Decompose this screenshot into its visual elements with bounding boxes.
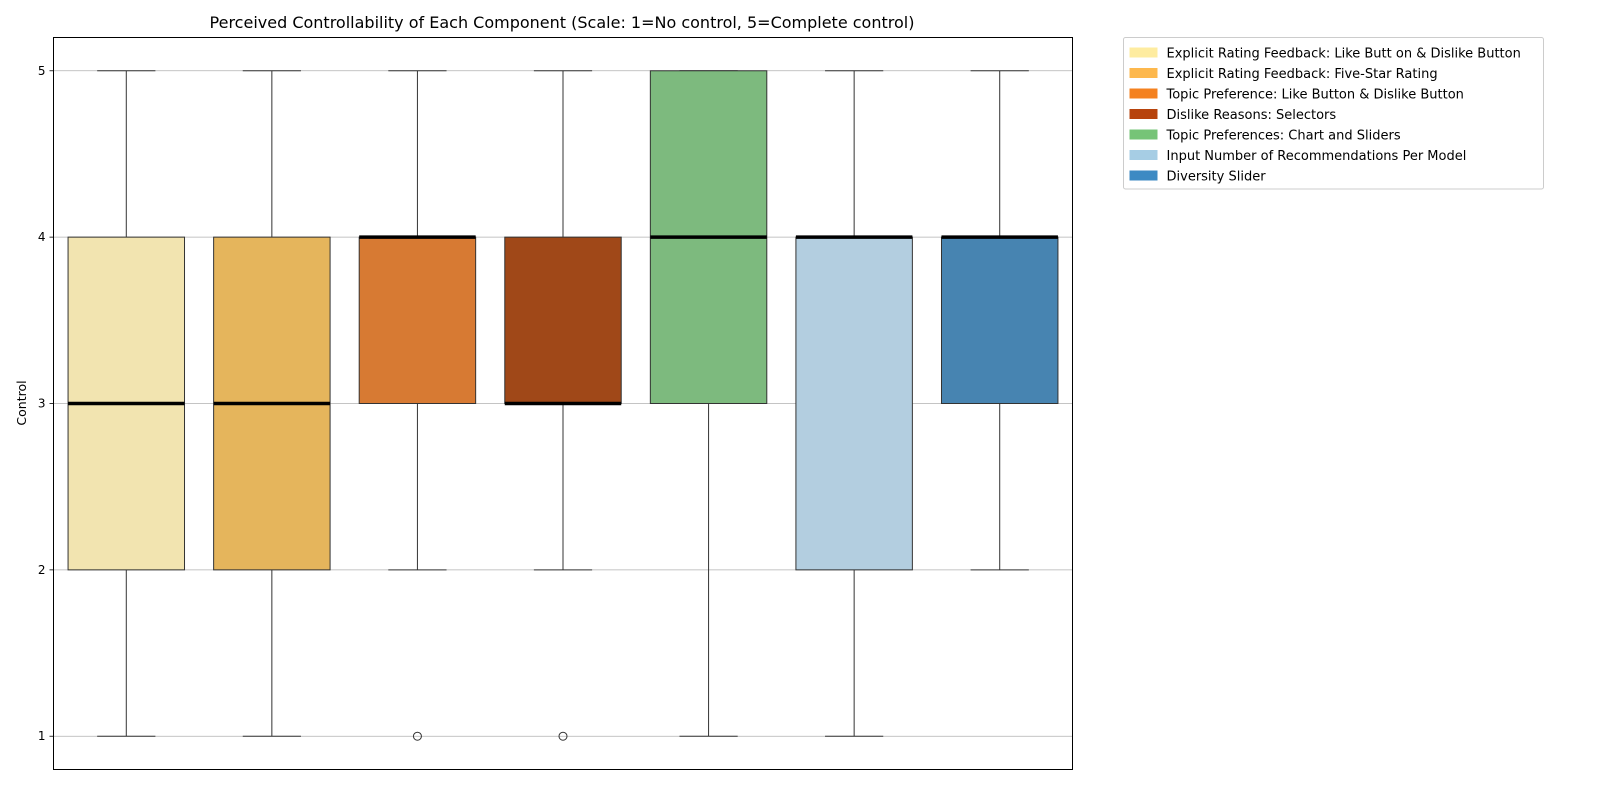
legend-entry: Diversity Slider — [1129, 170, 1267, 185]
legend-label: Topic Preferences: Chart and Sliders — [1166, 129, 1401, 144]
legend-frame — [1123, 37, 1544, 190]
legend-label: Explicit Rating Feedback: Like Butt on &… — [1167, 47, 1521, 62]
y-tick-label: 4 — [38, 230, 46, 244]
box-iqr — [358, 236, 477, 404]
box-2 — [213, 70, 331, 737]
legend-swatch — [1129, 47, 1158, 58]
box-6 — [795, 70, 913, 737]
legend-swatch — [1129, 68, 1158, 78]
y-tick-label: 2 — [38, 563, 46, 577]
legend-entry: Explicit Rating Feedback: Five-Star Rati… — [1129, 67, 1438, 82]
y-axis-label: Control — [14, 380, 29, 425]
box-3 — [358, 70, 477, 741]
legend-entry: Dislike Reasons: Selectors — [1129, 108, 1337, 123]
box-iqr — [504, 236, 622, 404]
legend-entry: Topic Preference: Like Button & Dislike … — [1129, 88, 1464, 103]
chart-title: Perceived Controllability of Each Compon… — [210, 13, 915, 32]
legend: Explicit Rating Feedback: Like Butt on &… — [1123, 37, 1544, 190]
legend-swatch — [1129, 129, 1158, 140]
outlier-point — [558, 731, 568, 741]
plot-area-frame — [53, 37, 1073, 770]
box-5 — [649, 70, 768, 737]
outlier-point — [412, 731, 422, 741]
y-tick-label: 3 — [38, 397, 46, 411]
box-iqr — [940, 236, 1059, 404]
legend-entry: Explicit Rating Feedback: Like Butt on &… — [1129, 47, 1521, 62]
legend-label: Topic Preference: Like Button & Dislike … — [1166, 88, 1464, 103]
y-tick-label: 5 — [38, 64, 46, 78]
box-1 — [67, 70, 186, 737]
boxes — [67, 70, 1059, 741]
legend-swatch — [1129, 150, 1158, 160]
legend-entry: Topic Preferences: Chart and Sliders — [1129, 129, 1401, 144]
box-4 — [504, 70, 622, 741]
box-iqr — [795, 236, 913, 571]
legend-label: Dislike Reasons: Selectors — [1167, 108, 1337, 123]
legend-swatch — [1129, 88, 1158, 99]
y-tick-label: 1 — [38, 729, 46, 743]
legend-label: Input Number of Recommendations Per Mode… — [1167, 149, 1467, 164]
legend-label: Diversity Slider — [1167, 170, 1267, 185]
y-axis-ticks: 1 2 3 4 5 — [38, 64, 54, 743]
legend-swatch — [1129, 170, 1158, 181]
legend-swatch — [1129, 109, 1158, 119]
legend-label: Explicit Rating Feedback: Five-Star Rati… — [1167, 67, 1438, 82]
legend-entry: Input Number of Recommendations Per Mode… — [1129, 149, 1467, 164]
box-7 — [940, 70, 1059, 571]
